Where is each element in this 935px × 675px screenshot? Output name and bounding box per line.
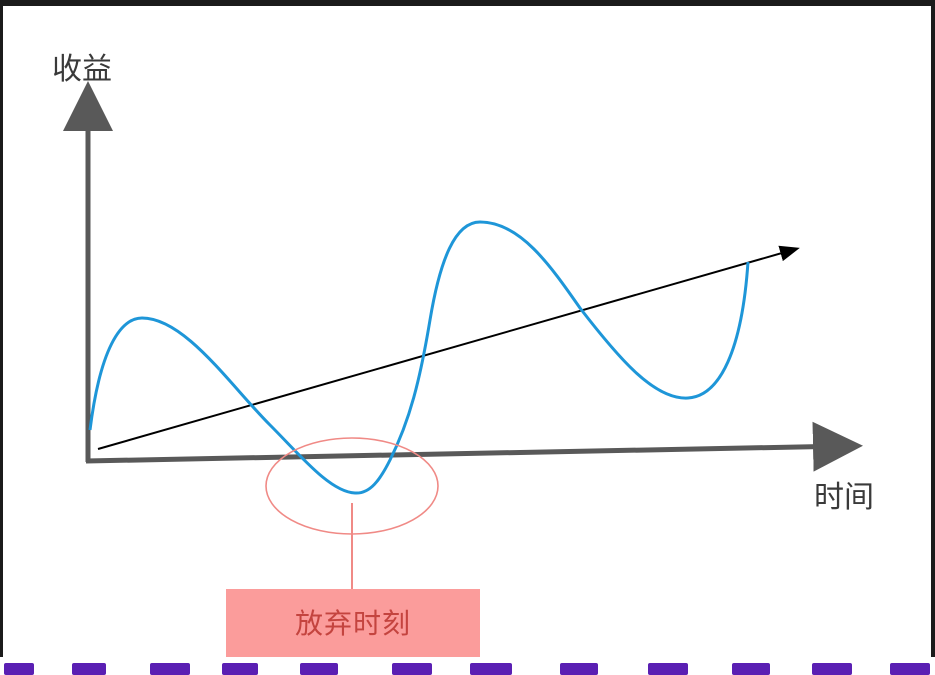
caption-glyph <box>890 663 930 675</box>
caption-strip <box>0 657 935 675</box>
caption-glyph <box>4 663 34 675</box>
caption-glyph <box>812 663 852 675</box>
caption-glyph <box>300 663 338 675</box>
caption-glyph <box>732 663 770 675</box>
caption-glyph <box>648 663 688 675</box>
give-up-callout: 放弃时刻 <box>226 589 480 659</box>
trend-arrow <box>97 245 800 450</box>
give-up-callout-label: 放弃时刻 <box>294 607 411 640</box>
caption-glyph <box>150 663 190 675</box>
caption-glyph <box>470 663 512 675</box>
caption-glyph <box>72 663 106 675</box>
x-axis-label: 时间 <box>814 480 874 515</box>
slide-canvas <box>3 6 931 675</box>
caption-glyph <box>560 663 598 675</box>
y-axis-label: 收益 <box>52 52 112 87</box>
return-curve <box>88 220 750 495</box>
x-axis <box>85 421 863 472</box>
caption-glyph <box>222 663 258 675</box>
caption-glyph <box>392 663 432 675</box>
